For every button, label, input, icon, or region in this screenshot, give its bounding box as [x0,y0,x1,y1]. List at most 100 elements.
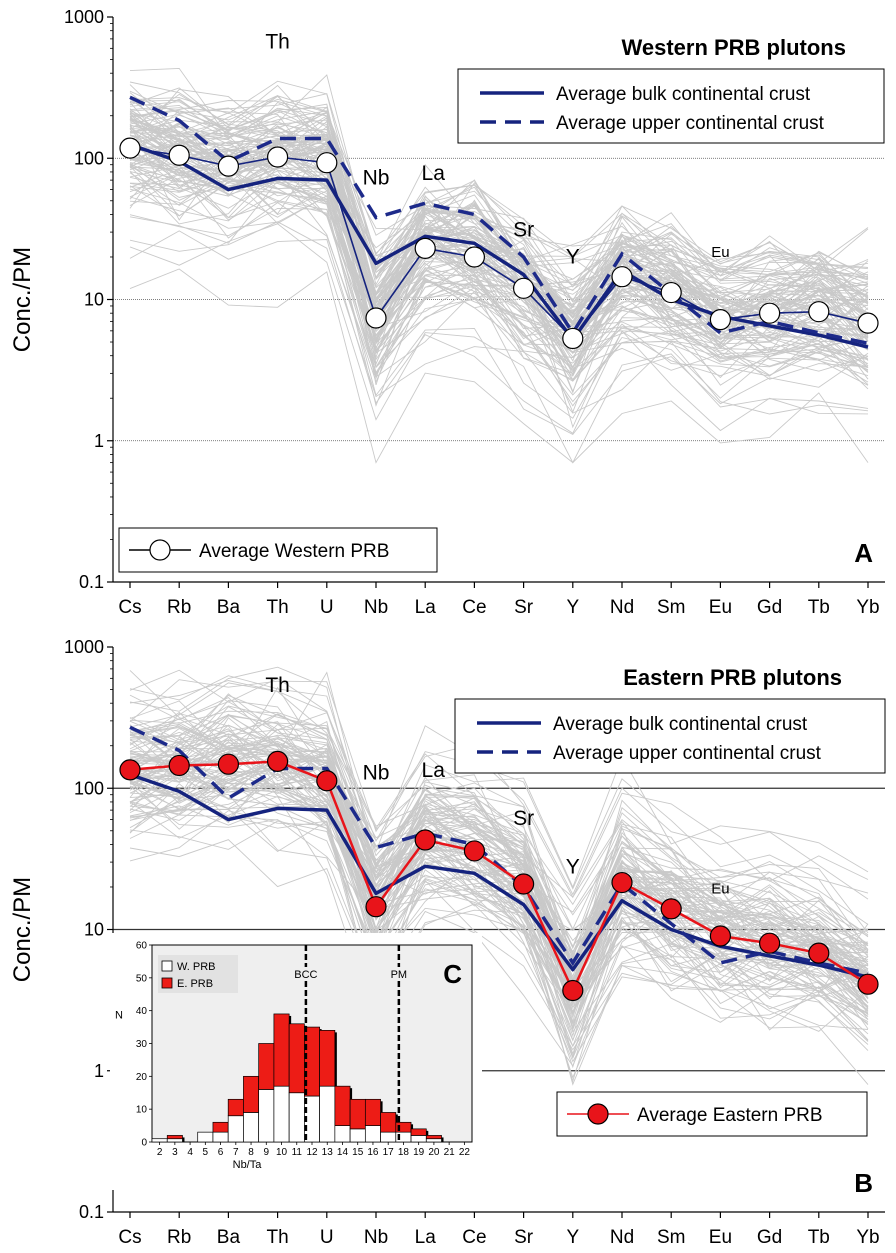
x-tick-label: Rb [167,597,191,618]
sample-line [129,167,869,377]
series-average-point [168,144,190,166]
series-average-point [168,754,190,777]
bar-w-prb [197,1131,214,1143]
sample-line [129,769,869,1012]
inset-x-tick-label: 13 [322,1147,334,1158]
series-average-line [129,760,869,994]
inset-x-tick-label: 10 [276,1147,288,1158]
bar-e-prb [273,1013,290,1087]
sample-line [129,754,869,1003]
x-tick-label: Eu [709,597,732,618]
sample-line [129,95,869,315]
inset-legend-swatch [161,977,173,989]
sample-line [129,120,869,348]
series-average-point [119,759,141,781]
series-average-point [267,750,289,772]
x-tick-label: Ce [462,1227,486,1248]
series-average-point [660,281,682,304]
bar-w-prb [425,1138,442,1143]
bar-e-prb [243,1075,260,1113]
sample-line [129,142,869,338]
sample-line [129,169,869,403]
series-average-point [414,237,436,260]
sample-line [129,100,869,309]
sample-line [129,95,869,295]
element-annotation: Eu [711,880,729,897]
sample-line [129,781,869,1042]
legend-swatch-marker [149,539,171,561]
y-tick-label: 1 [94,431,104,451]
reference-label: PM [391,969,408,981]
sample-line [129,780,869,1055]
y-tick-label: 1000 [64,7,104,27]
sample-line [129,820,869,1048]
bar-e-prb [227,1098,244,1117]
y-tick-label: 10 [84,290,104,310]
element-annotation: Y [566,855,580,878]
x-tick-label: Sr [514,597,534,618]
inset-legend-label: E. PRB [177,978,213,990]
sample-line [129,728,869,966]
sample-line [129,808,869,1063]
series-average-point [512,873,535,895]
sample-line [129,746,869,987]
inset-x-tick-label: 21 [444,1147,456,1158]
series-average-point [857,973,879,995]
x-tick-label: Y [566,1227,579,1248]
inset-y-tick-label: 50 [136,973,148,984]
bar-w-prb [243,1112,260,1143]
series-bulk-crust-line [129,772,869,979]
x-tick-label: Y [566,597,579,618]
inset-x-tick-label: 19 [413,1147,425,1158]
x-tick-label: Sm [657,597,686,618]
sample-line [129,741,869,976]
sample-line [129,118,869,315]
y-axis-label: Conc./PM [9,877,36,982]
sample-line [129,171,869,367]
series-average-point [217,155,239,177]
element-annotation: Th [265,30,290,53]
x-tick-label: Th [267,597,289,618]
sample-lines [129,666,869,1086]
inset-y-tick-label: 10 [136,1105,148,1116]
panel-c: 0 10 20 30 40 50 60 2 3 4 5 6 7 8 9 10 11 12 13 14 15 16 17 18 1… [110,933,482,1190]
x-tick-label: Yb [856,1227,879,1248]
sample-line [129,706,869,966]
inset-x-tick-label: 6 [218,1147,224,1158]
bar-w-prb [380,1131,397,1143]
sample-line [129,694,869,990]
sample-line [129,207,869,435]
panel-label: B [854,1168,873,1198]
series-average-point [808,942,830,964]
x-tick-label: Tb [808,597,830,618]
bar-w-prb [151,1138,168,1143]
x-tick-label: Nd [610,1227,634,1248]
sample-line [129,793,869,1015]
legend-label: Average bulk continental crust [553,714,808,735]
bar-w-prb [410,1135,427,1143]
series-average-point [709,309,732,331]
series-average-point [562,327,584,350]
series-average-point [217,753,239,775]
series-average-point [512,277,535,299]
legend-box [454,698,886,774]
sample-line [129,767,869,1025]
sample-line [129,810,869,1085]
legend-label: Average bulk continental crust [556,84,811,105]
y-tick-label: 100 [74,148,104,168]
x-tick-label: Cs [118,597,141,618]
sample-line [129,268,869,464]
x-tick-label: Rb [167,1227,191,1248]
sample-line [129,106,869,314]
sample-line [129,795,869,1045]
sample-line [129,679,869,899]
sample-line [129,221,869,415]
sample-line [129,670,869,936]
sample-line [129,742,869,985]
legend-swatch-marker [587,1103,609,1125]
series-average-point [463,246,485,268]
inset-x-tick-label: 4 [187,1147,193,1158]
legend-box [457,68,885,144]
chart-title: Eastern PRB plutons [623,665,842,690]
series-upper-crust-line [129,725,869,976]
